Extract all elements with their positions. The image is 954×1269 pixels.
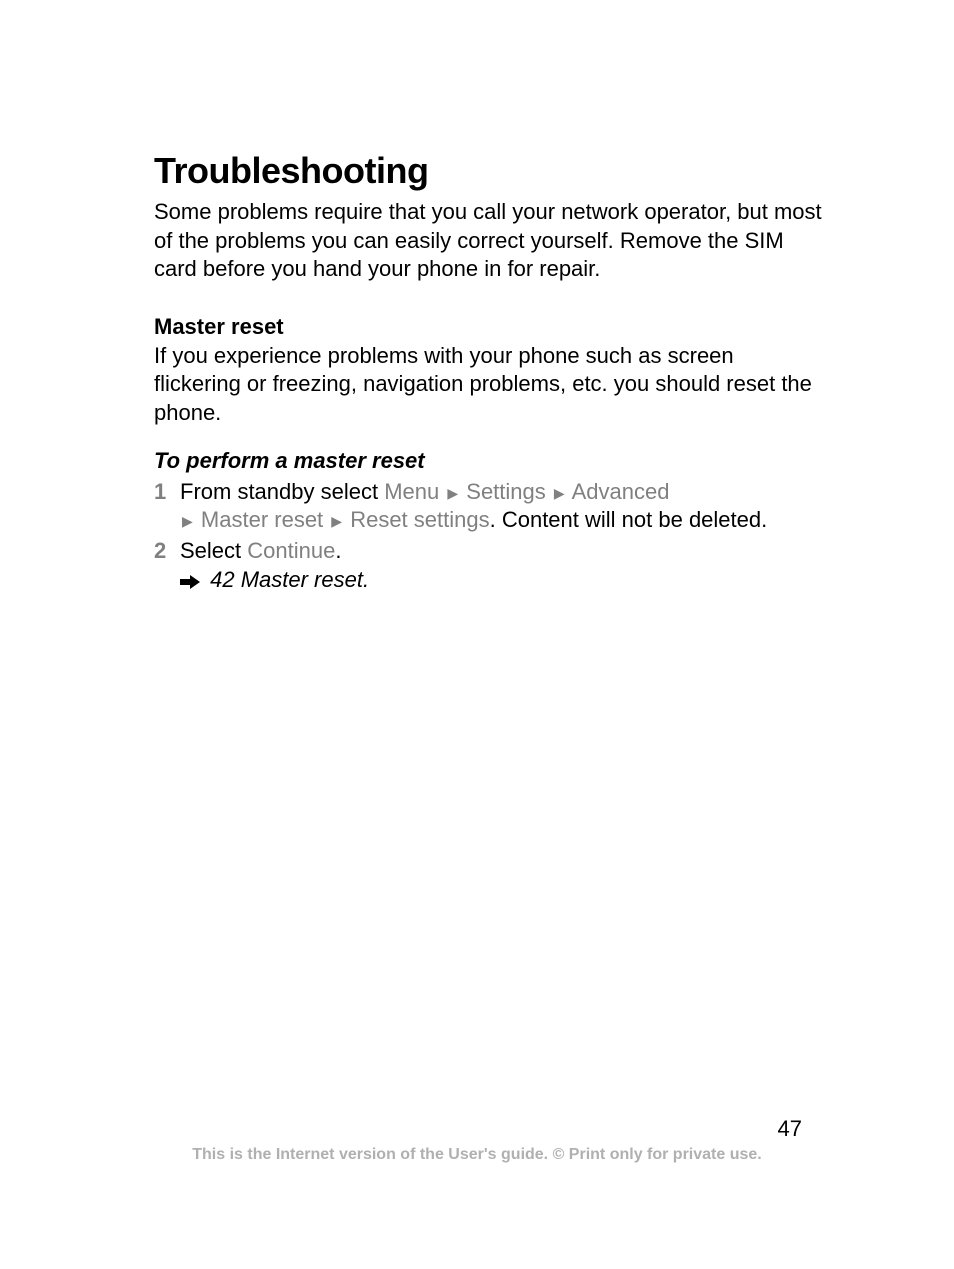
- section-heading: Master reset: [154, 314, 824, 340]
- step-body: From standby select Menu ▶ Settings ▶ Ad…: [180, 478, 824, 535]
- menu-path-item: Continue: [247, 538, 335, 563]
- menu-path-item: Advanced: [572, 479, 670, 504]
- arrow-right-icon: [180, 569, 200, 595]
- page-footer: 47 This is the Internet version of the U…: [0, 1116, 954, 1164]
- cross-reference: 42 Master reset.: [154, 567, 824, 594]
- procedure-heading: To perform a master reset: [154, 448, 824, 474]
- menu-path-item: Master reset: [201, 507, 323, 532]
- reference-text: 42 Master reset.: [210, 567, 369, 592]
- main-heading: Troubleshooting: [154, 150, 824, 192]
- step-2: 2 Select Continue.: [154, 537, 824, 566]
- step-text: Select: [180, 538, 247, 563]
- page-content: Troubleshooting Some problems require th…: [0, 0, 954, 595]
- menu-path-item: Settings: [466, 479, 546, 504]
- triangle-right-icon: ▶: [552, 484, 567, 502]
- menu-path-item: Reset settings: [350, 507, 489, 532]
- intro-paragraph: Some problems require that you call your…: [154, 198, 824, 284]
- step-body: Select Continue.: [180, 537, 824, 566]
- step-number: 1: [154, 478, 180, 535]
- step-text: . Content will not be deleted.: [490, 507, 768, 532]
- step-text: .: [335, 538, 341, 563]
- footer-note: This is the Internet version of the User…: [0, 1146, 954, 1164]
- step-list: 1 From standby select Menu ▶ Settings ▶ …: [154, 478, 824, 566]
- triangle-right-icon: ▶: [445, 484, 460, 502]
- triangle-right-icon: ▶: [180, 512, 195, 530]
- step-1: 1 From standby select Menu ▶ Settings ▶ …: [154, 478, 824, 535]
- step-number: 2: [154, 537, 180, 566]
- section-paragraph: If you experience problems with your pho…: [154, 342, 824, 428]
- step-text: From standby select: [180, 479, 384, 504]
- menu-path-item: Menu: [384, 479, 439, 504]
- page-number: 47: [0, 1116, 954, 1142]
- triangle-right-icon: ▶: [329, 512, 344, 530]
